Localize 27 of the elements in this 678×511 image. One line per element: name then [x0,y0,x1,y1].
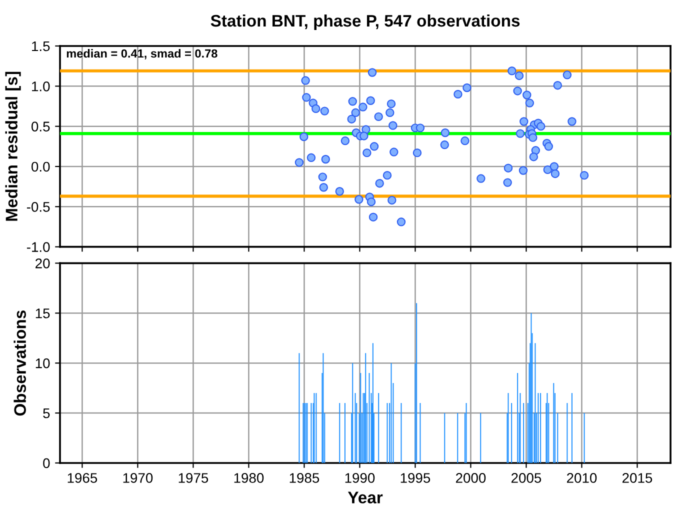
x-tick-label: 1980 [234,473,264,483]
x-tick-label: 2005 [511,473,542,483]
x-tick-label: 1975 [178,473,208,483]
x-tick-label: 2015 [622,473,652,483]
x-tick-label: 1990 [345,473,375,483]
y-axis-title: Median residual [s] [5,72,21,221]
x-tick-label: 1995 [400,473,430,483]
x-tick-label: 2010 [566,473,597,483]
y-tick-label: -1.0 [26,242,50,252]
x-tick-label: 1985 [290,473,320,483]
y-tick-label: 5 [43,408,50,418]
x-tick-label: 1965 [68,473,98,483]
x-tick-label: 1970 [123,473,153,483]
x-tick-label: 2000 [456,473,486,483]
chart-title: Station BNT, phase P, 547 observations [210,14,520,30]
y-tick-label: 0 [43,458,50,468]
y-tick-label: 1.0 [32,81,50,92]
y-tick-label: 0.5 [32,122,50,132]
y-tick-label: 0.0 [32,162,50,172]
x-axis-title: Year [348,492,383,504]
y-tick-label: 10 [36,358,50,368]
y-tick-label: -0.5 [26,202,50,212]
y-tick-label: 20 [36,258,50,268]
y-tick-label: 1.5 [32,41,50,52]
y-tick-label: 15 [36,308,50,318]
annotation: median = 0.41, smad = 0.78 [66,49,218,60]
y-axis-title: Observations [14,310,26,416]
